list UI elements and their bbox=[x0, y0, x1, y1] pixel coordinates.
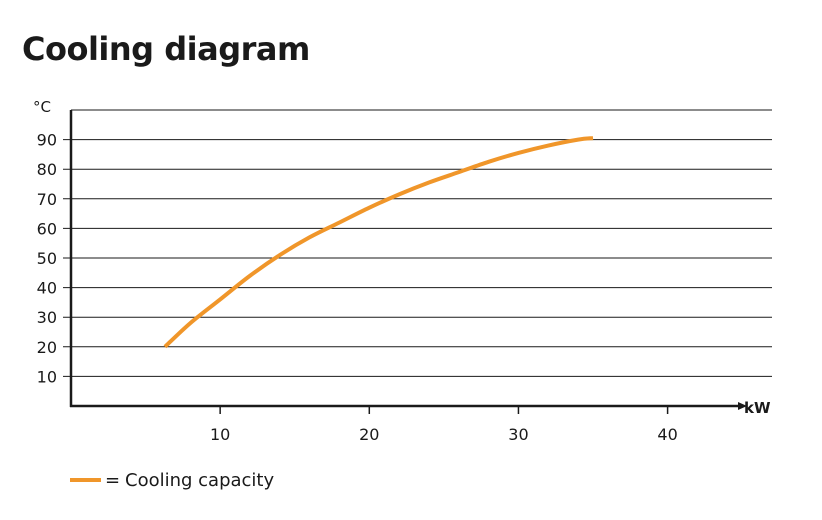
axes bbox=[69, 110, 747, 414]
x-tick-label: 10 bbox=[210, 425, 230, 444]
y-axis-unit-label: °C bbox=[33, 98, 51, 116]
legend-prefix: = bbox=[105, 470, 120, 491]
series-lines bbox=[163, 136, 594, 349]
y-tick-label: 50 bbox=[37, 249, 57, 268]
x-tick-labels: 10 20 30 40 bbox=[210, 425, 678, 444]
legend-label: Cooling capacity bbox=[125, 470, 274, 491]
x-tick-label: 40 bbox=[657, 425, 677, 444]
x-axis-unit-label: kW bbox=[744, 399, 771, 417]
y-tick-label: 30 bbox=[37, 308, 57, 327]
chart-title: Cooling diagram bbox=[22, 30, 310, 68]
y-tick-label: 80 bbox=[37, 160, 57, 179]
series-line-cooling-capacity bbox=[163, 136, 594, 349]
y-tick-labels: 10 20 30 40 50 60 70 80 90 bbox=[37, 131, 57, 387]
y-tick-label: 10 bbox=[37, 367, 57, 386]
grid-lines bbox=[63, 109, 772, 377]
y-tick-label: 40 bbox=[37, 279, 57, 298]
y-tick-label: 60 bbox=[37, 219, 57, 238]
legend: = Cooling capacity bbox=[70, 470, 274, 491]
y-tick-label: 90 bbox=[37, 131, 57, 150]
x-tick-label: 20 bbox=[359, 425, 379, 444]
x-tick-label: 30 bbox=[508, 425, 528, 444]
y-tick-label: 20 bbox=[37, 338, 57, 357]
x-axis-arrow bbox=[738, 402, 747, 410]
y-tick-label: 70 bbox=[37, 190, 57, 209]
